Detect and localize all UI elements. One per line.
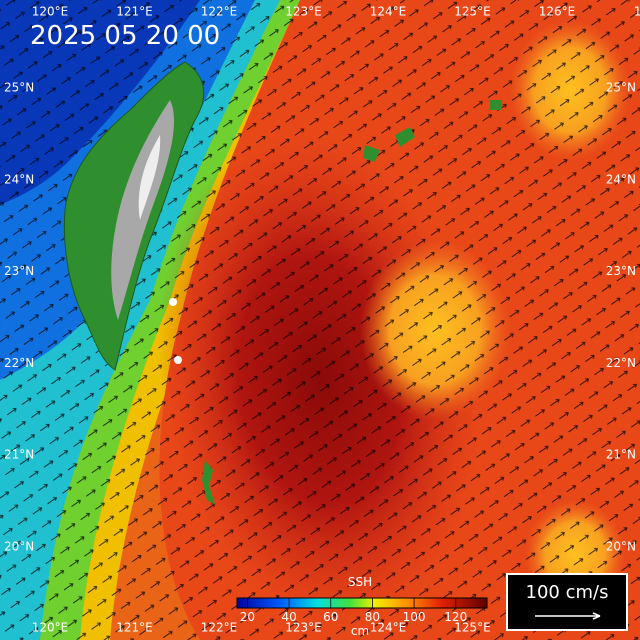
lon-label: 122°E [201,621,238,635]
colorbar-ramp [236,597,488,609]
lat-label: 20°N [4,540,34,554]
lon-label: 123°E [285,621,322,635]
lat-label: 25°N [4,81,34,95]
colorbar-tick-label: 100 [403,610,426,624]
lon-label: 120°E [32,5,69,19]
colorbar-tick-label: 20 [240,610,255,624]
lon-label: 125°E [454,621,491,635]
station [174,356,182,364]
lat-label: 21°N [606,448,636,462]
lon-label: 12 [634,5,640,19]
lat-label: 25°N [606,81,636,95]
station [169,298,177,306]
lat-label: 22°N [606,356,636,370]
colorbar-tick-label: 120 [444,610,467,624]
colorbar-unit: cm [351,624,369,638]
colorbar-tick-label: 60 [323,610,338,624]
colorbar: SSH cm 20 40 60 80 100 120 [236,575,488,638]
lat-label: 21°N [4,448,34,462]
timestamp: 2025 05 20 00 [30,21,220,51]
scale-arrow [535,612,601,620]
scale-box [506,573,628,631]
lon-label: 122°E [201,5,238,19]
colorbar-tick-label: 80 [365,610,380,624]
colorbar-tick-label: 40 [281,610,296,624]
lat-label: 22°N [4,356,34,370]
lat-label: 20°N [606,540,636,554]
lat-label: 23°N [606,264,636,278]
colorbar-label: SSH [348,575,372,589]
lat-label: 24°N [606,172,636,186]
lon-label: 124°E [370,5,407,19]
lon-label: 126°E [539,5,576,19]
lon-label: 123°E [285,5,322,19]
lat-label: 24°N [4,172,34,186]
island [363,100,502,162]
island [202,460,215,505]
lon-label: 124°E [370,621,407,635]
scale-label: 100 cm/s [526,582,609,603]
lon-label: 121°E [116,5,153,19]
lon-label: 120°E [32,621,69,635]
lat-label: 23°N [4,264,34,278]
lon-label: 125°E [454,5,491,19]
taiwan-peaks [138,135,161,220]
lon-label: 121°E [116,621,153,635]
